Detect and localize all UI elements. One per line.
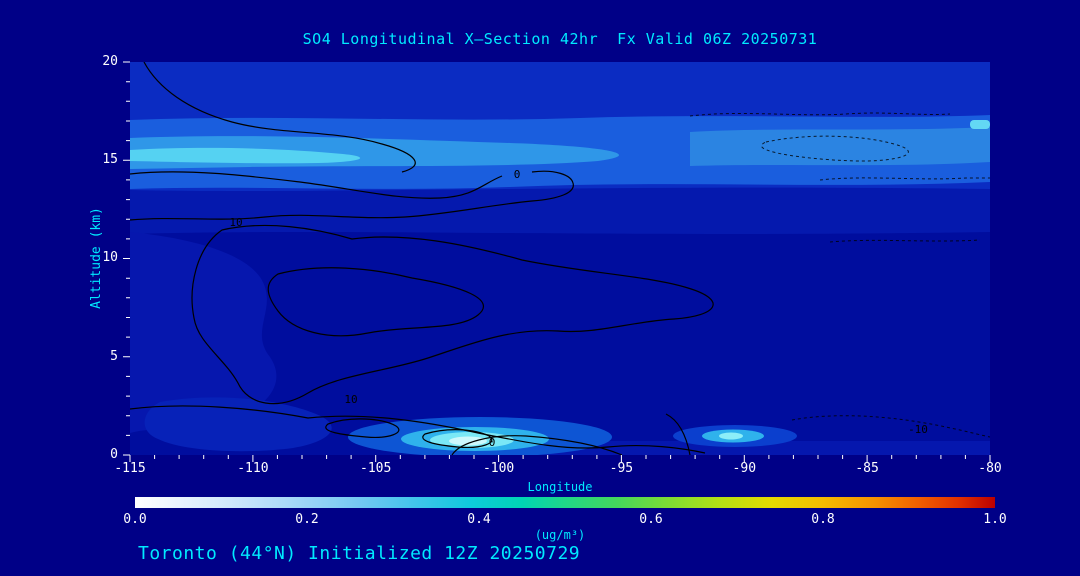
contour-label-10b: 10 <box>344 393 357 406</box>
colorbar-units: (ug/m³) <box>534 528 586 542</box>
band-transition <box>130 187 990 234</box>
contour-line-dashed <box>761 135 909 162</box>
contour-line-dashed <box>689 112 951 117</box>
contour-line <box>191 224 714 405</box>
band-surface-layer <box>510 441 990 455</box>
band-bottom-left <box>144 397 332 452</box>
x-tick-label-85: -85 <box>855 461 879 476</box>
contour-line-dashed <box>791 415 990 438</box>
y-tick-label-0: 0 <box>110 447 118 462</box>
contour-line-dashed <box>819 177 990 181</box>
contour-line <box>267 267 485 337</box>
filled-contour-bands <box>130 62 990 455</box>
x-tick-label-80: -80 <box>978 461 1002 476</box>
y-tick-label-15: 15 <box>102 152 118 167</box>
y-tick-label-10: 10 <box>102 250 118 265</box>
x-tick-label-115: -115 <box>114 461 146 476</box>
chart-title: SO4 Longitudinal X—Section 42hr Fx Valid… <box>302 30 818 48</box>
x-tick-label-105: -105 <box>360 461 392 476</box>
contour-lines-solid <box>130 62 714 455</box>
contour-label-0b: 0 <box>489 436 496 449</box>
contour-lines-dashed <box>689 112 990 438</box>
colorbar-tick-0.2: 0.2 <box>295 512 319 527</box>
x-axis-label: Longitude <box>527 480 593 494</box>
contour-line <box>143 62 416 173</box>
contour-line <box>130 171 503 199</box>
x-tick-label-110: -110 <box>237 461 269 476</box>
colorbar-tick-0.8: 0.8 <box>811 512 835 527</box>
band-left-lower <box>130 232 277 433</box>
band-right-edge-streak <box>970 120 990 129</box>
y-major-ticks <box>123 61 130 456</box>
contour-line <box>325 418 400 438</box>
y-tick-label-20: 20 <box>102 54 118 69</box>
contour-line <box>422 429 493 448</box>
colorbar-tick-0.6: 0.6 <box>639 512 663 527</box>
contour-line <box>130 405 706 454</box>
x-tick-label-95: -95 <box>609 461 634 476</box>
colorbar-tick-0.0: 0.0 <box>123 512 147 527</box>
footer-caption: Toronto (44°N) Initialized 12Z 20250729 <box>138 543 581 564</box>
x-tick-label-90: -90 <box>732 461 757 476</box>
contour-label-neg10: -10 <box>908 423 928 436</box>
contour-label-10: 10 <box>229 216 242 229</box>
colorbar-tick-1.0: 1.0 <box>983 512 1007 527</box>
surface-max-core <box>449 436 487 446</box>
colorbar-tick-0.4: 0.4 <box>467 512 491 527</box>
secondary-max-core <box>719 432 743 440</box>
y-tick-label-5: 5 <box>110 349 118 364</box>
band-cyan-streak <box>130 147 361 164</box>
contour-line-dashed <box>829 239 981 243</box>
contour-line <box>451 435 623 455</box>
colorbar <box>135 497 995 508</box>
contour-line <box>130 170 574 221</box>
contour-line-labels: 0 10 10 0 -10 <box>229 168 928 449</box>
x-tick-label-100: -100 <box>482 461 515 476</box>
contour-label-0: 0 <box>514 168 521 181</box>
x-minor-ticks <box>154 455 966 459</box>
contour-line <box>665 413 691 455</box>
band-elevated-right <box>690 127 990 166</box>
contour-plot: 0 10 10 0 -10 <box>130 62 990 455</box>
